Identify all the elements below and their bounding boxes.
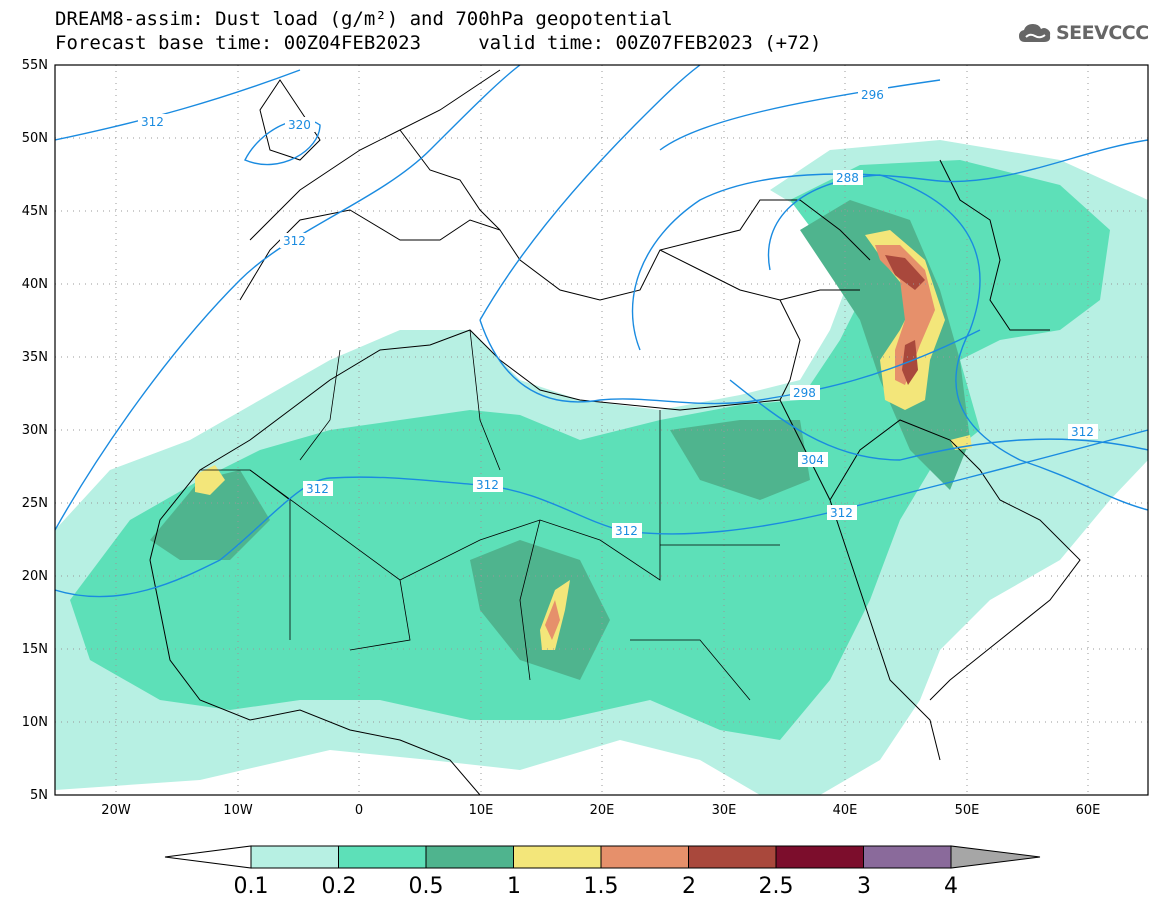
colorbar-level-label: 4 xyxy=(944,874,958,899)
lon-tick-label: 50E xyxy=(955,803,980,818)
map-title: DREAM8-assim: Dust load (g/m²) and 700hP… xyxy=(55,8,673,30)
colorbar-level-label: 2 xyxy=(682,874,696,899)
colorbar-level-label: 1.5 xyxy=(584,874,619,899)
lon-tick-label: 20W xyxy=(101,803,131,818)
colorbar-arrow-low xyxy=(164,845,252,869)
dust-level-2 xyxy=(885,255,925,290)
colorbar-segment xyxy=(688,845,777,869)
contour-label: 312 xyxy=(306,482,329,496)
lon-tick-label: 10W xyxy=(223,803,253,818)
lat-tick-label: 45N xyxy=(22,204,48,219)
dust-level-0.2 xyxy=(70,160,1110,740)
lat-tick-label: 25N xyxy=(22,496,48,511)
cloud-icon xyxy=(1019,24,1051,42)
colorbar-segment xyxy=(425,845,514,869)
contour-label: 320 xyxy=(288,118,311,132)
contour-label: 298 xyxy=(793,386,816,400)
contour-label-group: 312 320 312 312 312 312 296 288 298 304 … xyxy=(138,87,1098,538)
lat-tick-label: 30N xyxy=(22,423,48,438)
lon-tick-label: 30E xyxy=(712,803,737,818)
contour-label: 312 xyxy=(1071,425,1094,439)
contour-label: 312 xyxy=(830,506,853,520)
lat-tick-label: 20N xyxy=(22,569,48,584)
lon-tick-label: 60E xyxy=(1076,803,1101,818)
map-subtitle: Forecast base time: 00Z04FEB2023 valid t… xyxy=(55,32,822,54)
logo-text: SEEVCCC xyxy=(1056,22,1149,44)
lat-tick-label: 50N xyxy=(22,131,48,146)
contour-label: 312 xyxy=(141,115,164,129)
colorbar-segment xyxy=(775,845,864,869)
colorbar-level-label: 2.5 xyxy=(759,874,794,899)
contour-label: 304 xyxy=(801,453,824,467)
lat-tick-label: 35N xyxy=(22,350,48,365)
colorbar-level-label: 1 xyxy=(507,874,521,899)
geopotential-contours xyxy=(55,65,1148,598)
dust-level-1 xyxy=(195,465,225,495)
lat-tick-label: 5N xyxy=(30,788,48,803)
contour-label: 288 xyxy=(836,171,859,185)
lat-tick-label: 55N xyxy=(22,58,48,73)
colorbar-segment xyxy=(513,845,602,869)
colorbar-level-label: 0.2 xyxy=(322,874,357,899)
map-frame xyxy=(54,64,1149,796)
contour-label: 312 xyxy=(615,524,638,538)
contour-label: 296 xyxy=(861,88,884,102)
dust-level-1.5 xyxy=(545,600,560,640)
contour-label: 312 xyxy=(283,234,306,248)
dust-level-2 xyxy=(902,340,918,385)
lat-tick-label: 15N xyxy=(22,642,48,657)
colorbar-arrow-high xyxy=(950,845,1041,869)
contour-label: 312 xyxy=(476,478,499,492)
lon-tick-label: 40E xyxy=(833,803,858,818)
colorbar-level-label: 0.1 xyxy=(234,874,269,899)
lon-tick-label: 20E xyxy=(590,803,615,818)
colorbar-labels: 0.1 0.2 0.5 1 1.5 2 2.5 3 4 xyxy=(234,874,959,899)
colorbar-level-label: 0.5 xyxy=(409,874,444,899)
dust-level-0.5 xyxy=(670,420,810,500)
lat-tick-label: 40N xyxy=(22,277,48,292)
lat-axis: 55N 50N 45N 40N 35N 30N 25N 20N 15N 10N … xyxy=(22,58,48,803)
dust-level-0.5 xyxy=(150,470,270,560)
dust-level-0.5 xyxy=(470,540,610,680)
lat-tick-label: 10N xyxy=(22,715,48,730)
coastlines xyxy=(149,69,1081,795)
lon-tick-label: 0 xyxy=(355,803,363,818)
colorbar-segment xyxy=(250,845,339,869)
colorbar-level-label: 3 xyxy=(857,874,871,899)
country-borders xyxy=(200,329,780,701)
lon-tick-label: 10E xyxy=(469,803,494,818)
colorbar xyxy=(164,845,1041,869)
colorbar-segment xyxy=(600,845,689,869)
grid xyxy=(55,65,1148,795)
lon-axis: 20W 10W 0 10E 20E 30E 40E 50E 60E xyxy=(101,803,1100,818)
colorbar-segment xyxy=(338,845,427,869)
seevccc-logo: SEEVCCC xyxy=(1018,22,1149,44)
colorbar-segment xyxy=(863,845,952,869)
